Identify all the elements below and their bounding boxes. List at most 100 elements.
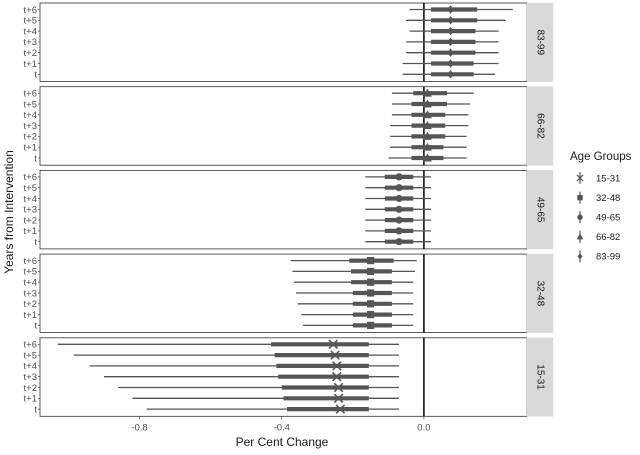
point-estimate bbox=[366, 267, 375, 275]
point-estimate bbox=[366, 289, 375, 297]
y-tick-label: t+3 bbox=[24, 288, 37, 299]
y-tick-label: t+3 bbox=[24, 205, 37, 216]
facet-strip bbox=[526, 170, 554, 250]
point-estimate bbox=[332, 371, 342, 382]
x-tick-label: 0.0 bbox=[417, 422, 430, 433]
legend-item-49-65: 49-65 bbox=[577, 211, 620, 224]
y-tick-label: t+6 bbox=[24, 89, 37, 100]
facet-strip bbox=[526, 253, 554, 333]
y-tick-label: t bbox=[34, 153, 37, 164]
point-estimate bbox=[395, 194, 403, 203]
x-tick-label: -0.8 bbox=[131, 422, 147, 433]
panels-layer: 83-99t+6t+5t+4t+3t+2t+1t66-82t+6t+5t+4t+… bbox=[24, 2, 554, 417]
legend-label: 15-31 bbox=[596, 173, 620, 184]
point-estimate bbox=[447, 5, 454, 14]
legend-label: 66-82 bbox=[596, 232, 620, 243]
point-estimate bbox=[423, 131, 432, 140]
point-estimate bbox=[332, 361, 342, 371]
legend-title: Age Groups bbox=[570, 151, 632, 163]
point-estimate bbox=[366, 300, 375, 308]
panel-frame bbox=[39, 169, 528, 250]
panel-66-82: 66-82 t+6t+5t+4t+3t+2t+1t bbox=[24, 86, 554, 166]
y-tick-label: t+4 bbox=[24, 26, 37, 37]
y-tick-label: t+1 bbox=[24, 310, 37, 321]
point-estimate bbox=[395, 216, 403, 224]
y-tick-label: t+5 bbox=[24, 350, 37, 361]
y-tick-label: t bbox=[34, 321, 37, 332]
y-tick-label: t+6 bbox=[24, 5, 37, 16]
y-tick-label: t+5 bbox=[24, 267, 37, 278]
legend-key-diamond-icon bbox=[577, 253, 583, 260]
y-tick-label: t+2 bbox=[24, 383, 37, 394]
legend-key-triangle-icon bbox=[576, 233, 584, 240]
point-estimate bbox=[395, 227, 403, 235]
point-estimate bbox=[423, 153, 432, 162]
y-tick-label: t+6 bbox=[24, 172, 37, 183]
y-tick-label: t+4 bbox=[24, 361, 37, 372]
point-estimate bbox=[423, 99, 432, 108]
point-estimate bbox=[395, 184, 403, 192]
y-tick-label: t+2 bbox=[24, 48, 37, 59]
y-tick-label: t+5 bbox=[24, 99, 37, 110]
y-tick-label: t+4 bbox=[24, 194, 37, 205]
point-estimate bbox=[395, 205, 403, 213]
panel-83-99: 83-99 t+6t+5t+4t+3t+2t+1t bbox=[24, 2, 554, 82]
y-tick-label: t+4 bbox=[24, 278, 37, 289]
legend-key-circle-icon bbox=[577, 214, 583, 220]
legend-key-x-icon bbox=[576, 174, 584, 182]
facet-strip bbox=[526, 2, 554, 82]
legend-item-66-82: 66-82 bbox=[576, 230, 620, 243]
legend-label: 32-48 bbox=[596, 193, 620, 204]
legend-label: 83-99 bbox=[596, 252, 620, 263]
facet-strip-label: 15-31 bbox=[535, 364, 546, 390]
facet-strip-label: 32-48 bbox=[535, 281, 546, 307]
point-estimate bbox=[423, 110, 432, 119]
point-estimate bbox=[330, 350, 340, 360]
y-axis-title: Years from Intervention bbox=[2, 150, 16, 274]
y-tick-label: t bbox=[34, 404, 37, 415]
panel-frame bbox=[39, 253, 528, 334]
legend-item-32-48: 32-48 bbox=[577, 191, 620, 204]
y-tick-label: t+3 bbox=[24, 121, 37, 132]
facet-strip-label: 83-99 bbox=[535, 29, 546, 55]
y-tick-label: t+1 bbox=[24, 226, 37, 237]
point-estimate bbox=[366, 257, 375, 265]
point-estimate bbox=[366, 278, 375, 286]
point-estimate bbox=[447, 26, 454, 36]
x-axis: -0.8 -0.4 0.0 bbox=[131, 416, 431, 433]
point-estimate bbox=[447, 48, 454, 57]
facet-strip bbox=[526, 337, 554, 417]
point-estimate bbox=[423, 121, 432, 130]
y-tick-label: t+1 bbox=[24, 59, 37, 70]
facet-strip-label: 66-82 bbox=[535, 113, 546, 139]
legend: Age Groups 15-31 32-48 49-65 66-82 83-99 bbox=[570, 151, 632, 263]
point-estimate bbox=[423, 142, 432, 151]
y-tick-label: t+6 bbox=[24, 256, 37, 267]
y-tick-label: t+2 bbox=[24, 132, 37, 143]
point-estimate bbox=[447, 37, 454, 47]
legend-key-square-icon bbox=[577, 194, 583, 201]
point-estimate bbox=[395, 173, 403, 181]
point-estimate bbox=[447, 59, 454, 68]
x-axis-title: Per Cent Change bbox=[236, 435, 329, 449]
legend-label: 49-65 bbox=[596, 213, 620, 224]
y-tick-label: t+4 bbox=[24, 110, 37, 121]
point-estimate bbox=[328, 339, 339, 350]
point-estimate bbox=[447, 70, 454, 79]
facet-strip-label: 49-65 bbox=[535, 197, 546, 223]
y-tick-label: t+1 bbox=[24, 143, 37, 154]
y-tick-label: t bbox=[34, 237, 37, 248]
point-estimate bbox=[335, 404, 346, 414]
legend-item-15-31: 15-31 bbox=[576, 172, 620, 184]
y-tick-label: t+6 bbox=[24, 340, 37, 351]
panel-32-48: 32-48 t+6t+5t+4t+3t+2t+1t bbox=[24, 253, 554, 334]
point-estimate bbox=[395, 238, 403, 246]
y-tick-label: t+5 bbox=[24, 16, 37, 27]
y-tick-label: t bbox=[34, 70, 37, 81]
x-tick-label: -0.4 bbox=[274, 422, 290, 433]
facet-strip bbox=[526, 86, 554, 166]
panel-15-31: 15-31 t+6t+5t+4t+3t+2t+1t bbox=[24, 337, 554, 417]
y-tick-label: t+3 bbox=[24, 37, 37, 48]
point-estimate bbox=[366, 321, 375, 329]
